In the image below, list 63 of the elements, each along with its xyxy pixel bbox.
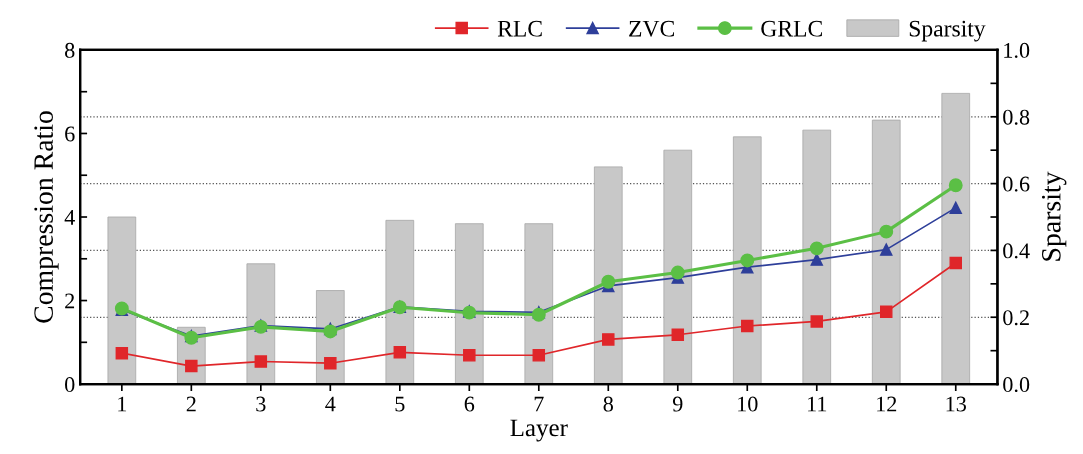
legend-label: Sparsity xyxy=(909,20,986,42)
x-tick-label: 2 xyxy=(186,396,196,412)
x-tick-label: 11 xyxy=(808,396,827,412)
point xyxy=(949,256,962,270)
legend-label: ZVC xyxy=(629,20,674,37)
y-axis-title: Compression Ratio xyxy=(34,111,59,323)
x-tick-label: 6 xyxy=(464,396,475,412)
bar xyxy=(732,136,762,385)
point xyxy=(115,346,129,360)
point xyxy=(532,349,546,362)
x-tick-label: 5 xyxy=(395,396,405,412)
bar xyxy=(385,219,415,385)
point xyxy=(393,346,407,359)
point xyxy=(810,253,824,266)
point xyxy=(185,359,198,373)
bar xyxy=(454,223,484,385)
point xyxy=(948,178,963,193)
y2-tick-label: 0.2 xyxy=(1003,310,1029,326)
y-tick-label: 8 xyxy=(65,42,75,58)
point xyxy=(463,349,476,362)
point xyxy=(879,224,894,239)
x-tick-label: 13 xyxy=(946,396,966,412)
y2-tick-label: 0.8 xyxy=(1003,109,1030,125)
point xyxy=(741,319,754,333)
point xyxy=(740,253,755,268)
x-tick-label: 12 xyxy=(877,396,897,412)
x-tick-label: 10 xyxy=(738,396,758,412)
legend-label: GRLC xyxy=(761,20,822,37)
point xyxy=(671,328,685,342)
bar xyxy=(524,223,554,385)
bar xyxy=(663,149,693,385)
x-tick-label: 7 xyxy=(534,396,544,412)
x-axis-title: Layer xyxy=(510,419,568,442)
point xyxy=(602,333,615,346)
legend-label: RLC xyxy=(497,20,542,37)
point xyxy=(670,265,685,280)
y-tick-label: 2 xyxy=(65,293,75,309)
y-tick-label: 6 xyxy=(65,126,75,142)
bar xyxy=(802,129,832,385)
x-tick-label: 9 xyxy=(672,396,683,412)
x-tick-label: 8 xyxy=(603,396,613,412)
point xyxy=(880,243,893,256)
y2-tick-label: 0.0 xyxy=(1003,377,1030,393)
point xyxy=(810,315,824,328)
y-tick-label: 0 xyxy=(65,377,75,393)
x-tick-label: 1 xyxy=(118,396,127,412)
bar xyxy=(107,216,137,385)
point xyxy=(324,356,337,370)
bar xyxy=(593,166,623,385)
point xyxy=(880,305,893,319)
bar xyxy=(871,119,901,385)
point xyxy=(949,201,962,215)
point xyxy=(601,274,616,289)
bar xyxy=(941,92,971,385)
x-tick-label: 3 xyxy=(256,396,266,412)
y2-tick-label: 0.6 xyxy=(1003,176,1030,192)
y2-tick-label: 0.4 xyxy=(1003,243,1030,259)
y-tick-label: 4 xyxy=(64,210,75,225)
y2-axis-title: Sparsity xyxy=(1042,171,1067,261)
x-tick-label: 4 xyxy=(325,396,336,412)
point xyxy=(254,355,268,368)
point xyxy=(809,241,824,256)
y2-tick-label: 1.0 xyxy=(1004,42,1030,58)
